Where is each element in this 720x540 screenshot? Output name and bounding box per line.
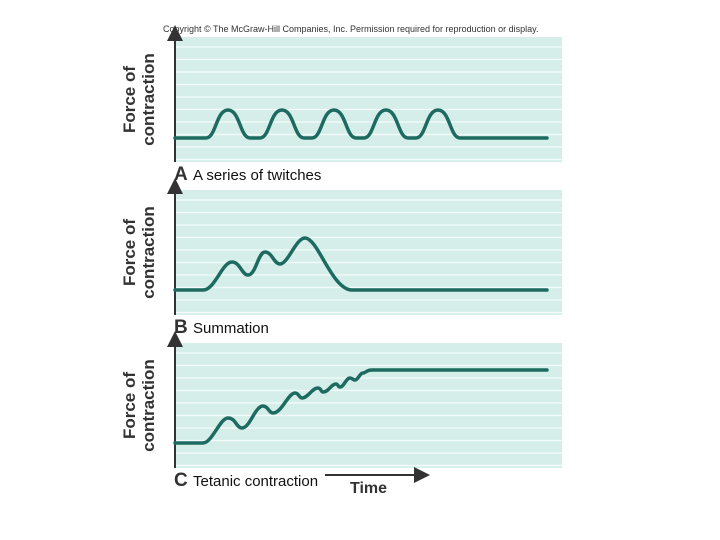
x-label: Time bbox=[350, 480, 387, 497]
y-label: Force of bbox=[120, 219, 139, 286]
panel-letter: A bbox=[174, 164, 188, 185]
caption: Summation bbox=[193, 320, 269, 337]
y-label: Force of bbox=[120, 66, 139, 133]
copyright: Copyright © The McGraw-Hill Companies, I… bbox=[163, 24, 538, 34]
curve bbox=[173, 236, 549, 292]
panel-bg bbox=[175, 37, 562, 162]
caption: A series of twitches bbox=[193, 167, 321, 184]
panel-letter: B bbox=[174, 317, 188, 338]
panel-bg bbox=[175, 343, 562, 468]
curve bbox=[173, 108, 549, 140]
y-label: contraction bbox=[139, 206, 158, 299]
y-label: Force of bbox=[120, 372, 139, 439]
panel-letter: C bbox=[174, 470, 188, 491]
curve bbox=[173, 368, 549, 445]
y-label: contraction bbox=[139, 53, 158, 146]
y-label: contraction bbox=[139, 359, 158, 452]
caption: Tetanic contraction bbox=[193, 473, 318, 490]
panel-bg bbox=[175, 190, 562, 315]
